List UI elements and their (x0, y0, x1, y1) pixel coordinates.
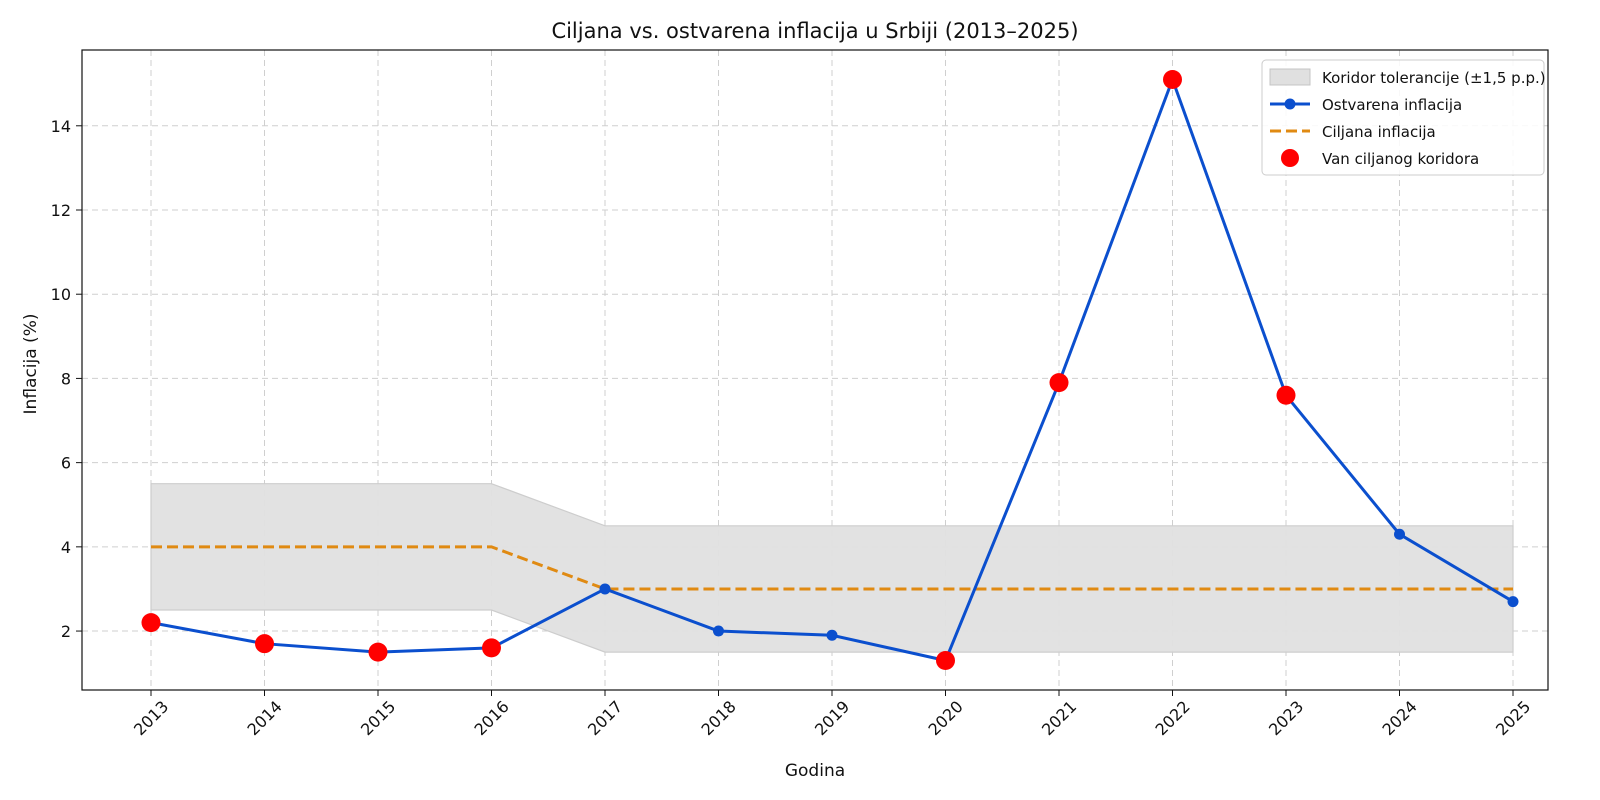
actual-inflation-point (826, 629, 838, 641)
x-tick-label: 2014 (243, 697, 285, 739)
outside-markers-layer (141, 69, 1296, 671)
legend-outside-marker (1281, 149, 1299, 167)
y-tick-label: 10 (51, 285, 71, 304)
x-tick-label: 2013 (130, 697, 172, 739)
x-tick-label: 2015 (357, 697, 399, 739)
y-tick-label: 8 (61, 369, 71, 388)
plot-frame (81, 49, 1549, 691)
actual-inflation-point (1507, 596, 1519, 608)
x-tick-label: 2025 (1492, 697, 1534, 739)
y-tick-label: 4 (61, 538, 71, 557)
legend-label-target: Ciljana inflacija (1322, 123, 1436, 141)
legend-frame (1261, 59, 1545, 176)
x-tick-label: 2023 (1265, 697, 1307, 739)
outside-corridor-marker (1276, 385, 1296, 405)
y-tick-label: 2 (61, 622, 71, 641)
legend-actual-marker (1284, 98, 1296, 110)
legend-label-actual: Ostvarena inflacija (1322, 96, 1462, 114)
x-tick-label: 2019 (811, 697, 853, 739)
outside-corridor-marker (1163, 69, 1182, 89)
chart-title: Ciljana vs. ostvarena inflacija u Srbiji… (551, 19, 1078, 43)
x-tick-label: 2018 (697, 697, 739, 739)
y-tick-label: 14 (51, 117, 71, 136)
outside-corridor-marker (936, 651, 955, 671)
outside-corridor-marker (255, 634, 274, 654)
outside-corridor-marker (1049, 373, 1069, 393)
actual-inflation-point (599, 583, 611, 595)
tolerance-band-layer (150, 483, 1514, 653)
x-tick-label: 2020 (924, 697, 966, 739)
x-tick-label: 2022 (1151, 697, 1193, 739)
legend: Koridor tolerancije (±1,5 p.p.) Ostvaren… (1261, 59, 1546, 176)
legend-label-outside: Van ciljanog koridora (1322, 150, 1479, 168)
target-inflation-line (151, 545, 1513, 591)
x-tick-label: 2021 (1038, 697, 1080, 739)
legend-label-band: Koridor tolerancije (±1,5 p.p.) (1322, 69, 1546, 87)
outside-corridor-marker (368, 642, 388, 662)
x-tick-label: 2017 (584, 697, 626, 739)
y-tick-label: 12 (51, 201, 71, 220)
y-tick-label: 6 (61, 454, 71, 473)
x-axis-label: Godina (785, 761, 845, 781)
actual-inflation-point (1394, 528, 1405, 540)
outside-corridor-marker (482, 638, 501, 658)
x-tick-label: 2024 (1378, 697, 1420, 739)
outside-corridor-marker (141, 613, 161, 633)
x-tick-label: 2016 (470, 697, 512, 739)
target-series-layer (151, 545, 1513, 591)
y-axis-label: Inflacija (%) (21, 314, 41, 415)
legend-band-swatch (1269, 68, 1311, 86)
tolerance-band (150, 483, 1514, 653)
actual-inflation-point (713, 625, 724, 637)
